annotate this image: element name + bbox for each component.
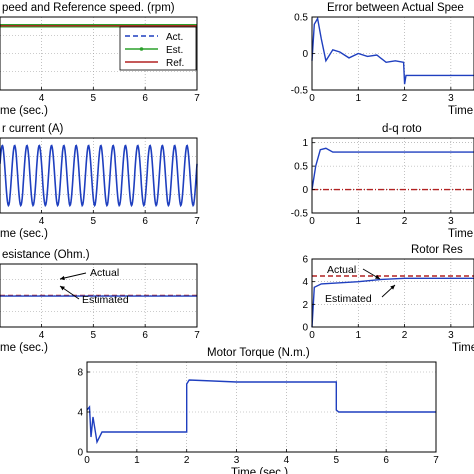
x-tick-label: 4 — [39, 330, 45, 341]
annotation-arrowhead — [60, 275, 65, 281]
chart-title: r current (A) — [2, 123, 64, 135]
x-tick-label: 0 — [309, 93, 315, 104]
x-tick-label: 2 — [402, 93, 408, 104]
y-tick-label: 2 — [302, 300, 308, 311]
series-line-p3-0 — [0, 144, 198, 208]
chart-title: peed and Reference speed. (rpm) — [2, 2, 175, 14]
x-tick-label: 2 — [402, 216, 408, 227]
x-tick-label: 1 — [134, 455, 140, 466]
x-tick-label: 5 — [91, 93, 97, 104]
x-tick-label: 5 — [334, 455, 340, 466]
plot-area — [312, 259, 474, 327]
chart-panel-p3: 4 5 6 7 r current (A) me (sec.) — [0, 123, 200, 240]
chart-title: Motor Torque (N.m.) — [207, 347, 310, 359]
x-axis-label: Time — [452, 342, 474, 354]
plot-frame — [86, 361, 437, 453]
x-tick-label: 6 — [142, 93, 148, 104]
x-tick-label: 2 — [402, 330, 408, 341]
annotation-label: Estimated — [82, 294, 129, 306]
x-axis-label: me (sec.) — [0, 228, 48, 240]
x-tick-label: 4 — [284, 455, 290, 466]
x-tick-label: 4 — [39, 216, 45, 227]
y-tick-label: 0 — [302, 323, 308, 334]
annotation-arrowhead — [375, 274, 380, 279]
plot-area — [312, 138, 474, 213]
x-tick-label: 5 — [91, 216, 97, 227]
y-tick-label: -0.5 — [291, 209, 309, 220]
plot-frame — [0, 16, 198, 91]
y-tick-label: 8 — [77, 368, 83, 379]
y-tick-label: 6 — [302, 255, 308, 266]
x-tick-label: 1 — [356, 216, 362, 227]
chart-title: d-q roto — [382, 123, 422, 135]
x-axis-label: Time — [448, 105, 473, 117]
x-tick-label: 1 — [356, 93, 362, 104]
plot-frame — [0, 263, 198, 328]
x-axis-label: Time (sec.) — [231, 467, 288, 474]
chart-panel-p1: 4 5 6 7 peed and Reference speed. (rpm) me (s… — [0, 2, 200, 117]
plot-area — [87, 362, 436, 452]
x-axis-label: me (sec.) — [0, 105, 48, 117]
x-tick-label: 6 — [142, 216, 148, 227]
chart-title: Rotor Res — [411, 244, 463, 256]
chart-panel-p5: 4 5 6 7 esistance (Ohm.) me (sec.) Actual Estim… — [0, 249, 200, 354]
chart-panel-p7: 0 1 2 3 4 5 6 7 8 4 0 Motor Torque (N.m.) Time (sec.… — [77, 347, 439, 474]
legend-entry: Ref. — [166, 58, 184, 69]
y-tick-label: 0 — [77, 448, 83, 459]
x-tick-label: 0 — [309, 216, 315, 227]
chart-title: esistance (Ohm.) — [2, 249, 90, 261]
annotation-label: Actual — [90, 267, 119, 279]
y-tick-label: 0 — [302, 185, 308, 196]
x-tick-label: 7 — [194, 330, 200, 341]
x-tick-label: 2 — [184, 455, 190, 466]
x-tick-label: 7 — [194, 93, 200, 104]
x-tick-label: 1 — [356, 330, 362, 341]
x-tick-label: 3 — [448, 93, 454, 104]
chart-panel-p6: 0 1 2 3 6 4 2 0 Rotor Res Time Actual Estimated — [302, 244, 474, 354]
y-tick-label: -0.5 — [291, 86, 309, 97]
x-tick-label: 7 — [194, 216, 200, 227]
series-line-p6-1 — [311, 277, 474, 328]
legend: Act. Est. Ref. — [119, 26, 197, 71]
y-tick-label: 4 — [77, 408, 83, 419]
plot-frame — [0, 137, 198, 214]
x-tick-label: 5 — [91, 330, 97, 341]
y-tick-label: 0 — [302, 49, 308, 60]
annotation-arrowhead — [60, 286, 65, 291]
x-tick-label: 6 — [383, 455, 389, 466]
x-tick-label: 7 — [433, 455, 439, 466]
plot-frame — [311, 137, 474, 214]
x-axis-label: Time — [448, 228, 473, 240]
y-tick-label: 4 — [302, 277, 308, 288]
x-tick-label: 3 — [448, 216, 454, 227]
x-tick-label: 0 — [309, 330, 315, 341]
plot-frame — [311, 258, 474, 328]
x-tick-label: 6 — [142, 330, 148, 341]
annotation-label: Actual — [327, 264, 356, 276]
series-line-p2-0 — [311, 16, 474, 85]
chart-title: Error between Actual Spee — [327, 2, 464, 14]
annotation-arrowhead — [390, 285, 395, 290]
legend-entry: Est. — [166, 45, 183, 56]
legend-marker — [139, 47, 144, 51]
x-axis-label: me (sec.) — [0, 342, 48, 354]
series-line-p4-0 — [311, 147, 474, 190]
y-tick-label: 0.5 — [294, 162, 308, 173]
x-tick-label: 3 — [234, 455, 240, 466]
y-tick-label: 0.5 — [294, 13, 308, 24]
annotation-label: Estimated — [325, 293, 372, 305]
legend-entry: Act. — [166, 32, 183, 43]
x-tick-label: 3 — [448, 330, 454, 341]
x-tick-label: 4 — [39, 93, 45, 104]
x-tick-label: 0 — [84, 455, 90, 466]
series-line-p7-0 — [86, 379, 436, 445]
y-tick-label: 1 — [302, 138, 308, 149]
